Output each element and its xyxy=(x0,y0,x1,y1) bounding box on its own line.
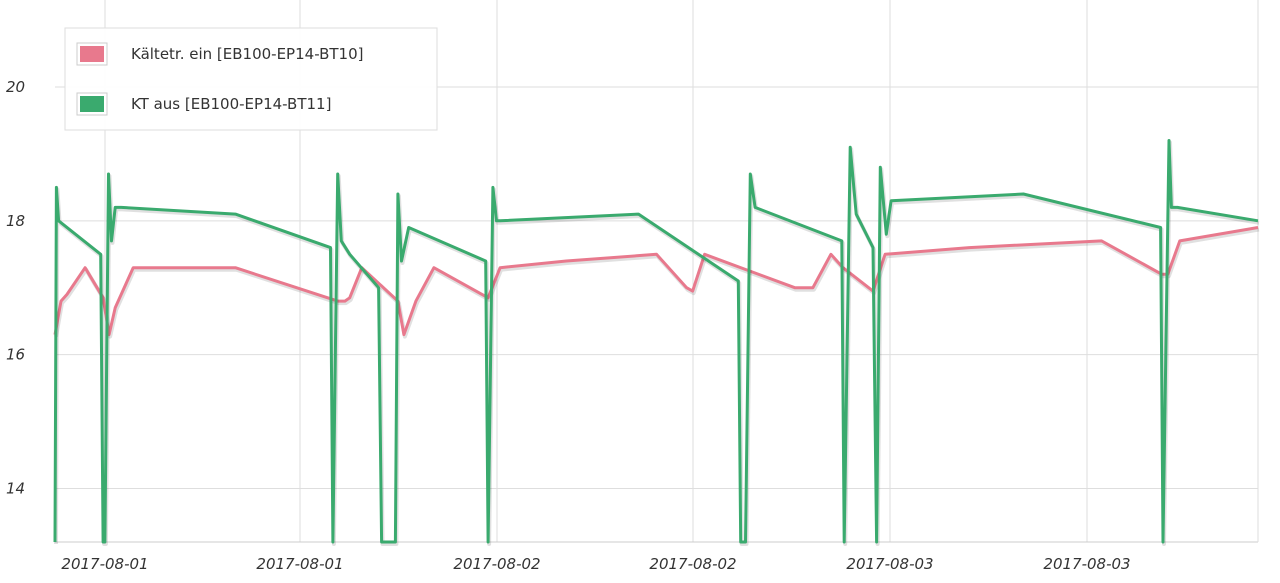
series-layer xyxy=(53,139,1260,546)
y-tick-label: 16 xyxy=(6,346,25,364)
x-tick-label: 2017-08-03 xyxy=(1043,555,1130,573)
x-tick-label: 2017-08-02 xyxy=(649,555,736,573)
y-tick-label: 14 xyxy=(6,479,25,497)
series-line-2 xyxy=(53,139,1259,544)
x-tick-label: 2017-08-03 xyxy=(846,555,933,573)
y-axis-ticks: 14 16 18 20 xyxy=(6,78,25,497)
x-tick-label: 2017-08-01 xyxy=(61,555,148,573)
legend-box xyxy=(64,27,438,131)
x-axis-ticks: 2017-08-01 2017-08-01 2017-08-02 2017-08-02… xyxy=(61,555,1130,573)
y-tick-label: 20 xyxy=(6,78,25,96)
legend-label: KT aus [EB100-EP14-BT11] xyxy=(131,95,331,113)
legend-swatch xyxy=(80,96,104,112)
legend-swatch xyxy=(80,46,104,62)
series-line-1 xyxy=(53,226,1259,337)
x-tick-label: 2017-08-01 xyxy=(256,555,343,573)
series-shadow xyxy=(54,227,1260,339)
series-shadow xyxy=(54,140,1260,546)
legend: Kältetr. ein [EB100-EP14-BT10] KT aus [EB… xyxy=(64,27,438,131)
legend-label: Kältetr. ein [EB100-EP14-BT10] xyxy=(131,45,363,63)
y-tick-label: 18 xyxy=(6,212,25,230)
x-tick-label: 2017-08-02 xyxy=(453,555,540,573)
